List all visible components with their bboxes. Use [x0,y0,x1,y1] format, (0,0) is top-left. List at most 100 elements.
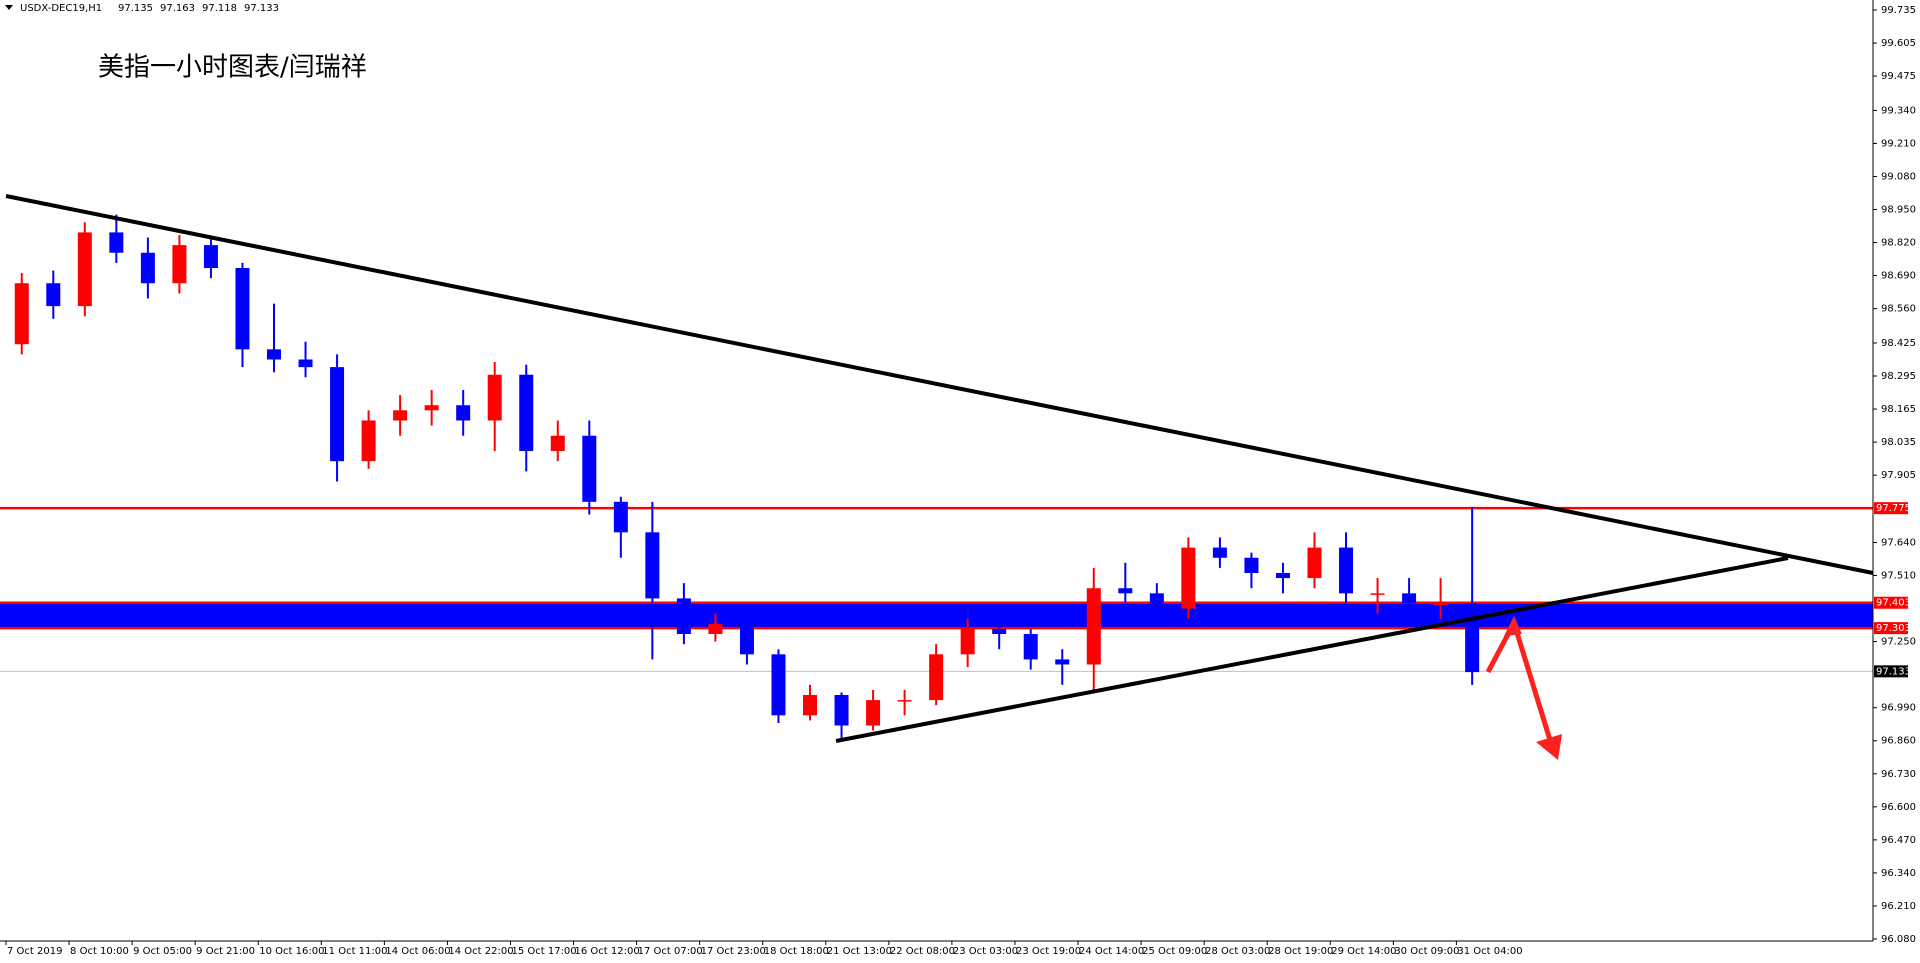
level-label-bg [1874,596,1908,609]
y-tick-label: 96.860 [1881,736,1916,747]
candle-body [361,420,376,462]
candle-body [771,654,786,716]
y-tick-label: 99.735 [1881,5,1916,16]
x-tick-label: 14 Oct 06:00 [385,946,450,957]
quote-value: 97.163 [160,3,195,14]
level-label: 97.775 [1876,503,1911,514]
y-tick-label: 96.080 [1881,934,1916,945]
y-tick-label: 99.080 [1881,171,1916,182]
candle-body [550,435,565,451]
level-label-bg [1874,502,1908,515]
candle-body [676,598,691,634]
candle-body [960,628,975,655]
candle-body [1023,633,1038,660]
symbol: USDX-DEC19,H1 [20,3,102,14]
y-tick-label: 97.640 [1881,537,1916,548]
x-tick-label: 16 Oct 12:00 [575,946,640,957]
candle-body [330,367,345,462]
y-tick-label: 96.730 [1881,769,1916,780]
y-tick-label: 96.600 [1881,802,1916,813]
candle-body [897,700,912,702]
candle-body [582,435,597,502]
price-label-bg [1874,665,1908,678]
candle-body [1370,593,1385,595]
candle-body [929,654,944,701]
y-tick-label: 96.210 [1881,901,1916,912]
candle-body [1244,557,1259,573]
x-tick-label: 31 Oct 04:00 [1457,946,1522,957]
candle-body [298,359,313,368]
x-tick-label: 29 Oct 14:00 [1331,946,1396,957]
candle-body [393,410,408,421]
y-tick-label: 98.820 [1881,238,1916,249]
candle-body [456,405,471,421]
level-label: 97.303 [1876,623,1911,634]
candle-body [140,252,155,284]
x-tick-label: 23 Oct 19:00 [1016,946,1081,957]
candle-body [739,623,754,655]
level-label-bg [1874,622,1908,635]
y-tick-label: 96.340 [1881,868,1916,879]
x-tick-label: 18 Oct 18:00 [764,946,829,957]
y-tick-label: 99.340 [1881,105,1916,116]
x-tick-label: 14 Oct 22:00 [448,946,513,957]
y-tick-label: 97.510 [1881,571,1916,582]
y-tick-label: 97.250 [1881,637,1916,648]
candle-body [424,405,439,411]
candle-body [1465,603,1480,673]
candle-body [1339,547,1354,594]
y-tick-label: 98.165 [1881,404,1916,415]
x-tick-label: 28 Oct 19:00 [1268,946,1333,957]
y-tick-label: 99.605 [1881,38,1916,49]
price-label: 97.133 [1876,666,1911,677]
plot [0,214,1873,741]
y-tick-label: 97.905 [1881,470,1916,481]
x-tick-label: 9 Oct 05:00 [133,946,192,957]
candle-body [1149,593,1164,609]
x-tick-label: 25 Oct 09:00 [1142,946,1207,957]
quote-value: 97.135 [118,3,153,14]
candle-body [235,267,250,350]
x-tick-label: 17 Oct 07:00 [638,946,703,957]
chart-title: 美指一小时图表/闫瑞祥 [98,53,367,83]
quote-value: 97.133 [244,3,279,14]
x-tick-label: 8 Oct 10:00 [70,946,129,957]
y-tick-label: 96.470 [1881,835,1916,846]
x-tick-label: 23 Oct 03:00 [953,946,1018,957]
candle-body [109,232,124,253]
candle-body [172,245,187,284]
x-tick-label: 17 Oct 23:00 [701,946,766,957]
down-trendline [5,194,1874,575]
candle-body [1275,572,1290,579]
x-tick-label: 15 Oct 17:00 [511,946,576,957]
candle-body [203,245,218,268]
candle-body [834,694,849,726]
x-tick-label: 30 Oct 09:00 [1394,946,1459,957]
y-tick-label: 98.690 [1881,271,1916,282]
support-zone [0,602,1873,629]
candle-body [1212,547,1227,558]
candle-body [803,694,818,716]
candle-body [519,374,534,451]
arrow-head [1536,734,1562,760]
candle-body [645,532,660,599]
arrow-head [1504,616,1522,636]
y-tick-label: 99.210 [1881,138,1916,149]
x-tick-label: 11 Oct 11:00 [322,946,387,957]
header-icon [5,5,13,10]
x-tick-label: 7 Oct 2019 [7,946,62,957]
candle-body [46,283,61,307]
candle-body [1086,588,1101,665]
y-tick-label: 98.950 [1881,205,1916,216]
candle-body [613,501,628,533]
x-tick-label: 24 Oct 14:00 [1079,946,1144,957]
x-tick-label: 28 Oct 03:00 [1205,946,1270,957]
quote: 97.135 97.163 97.118 97.133 [118,3,279,14]
candle-body [1181,547,1196,609]
candle-body [1402,593,1417,604]
candle-body [267,349,282,360]
y-tick-label: 98.560 [1881,304,1916,315]
